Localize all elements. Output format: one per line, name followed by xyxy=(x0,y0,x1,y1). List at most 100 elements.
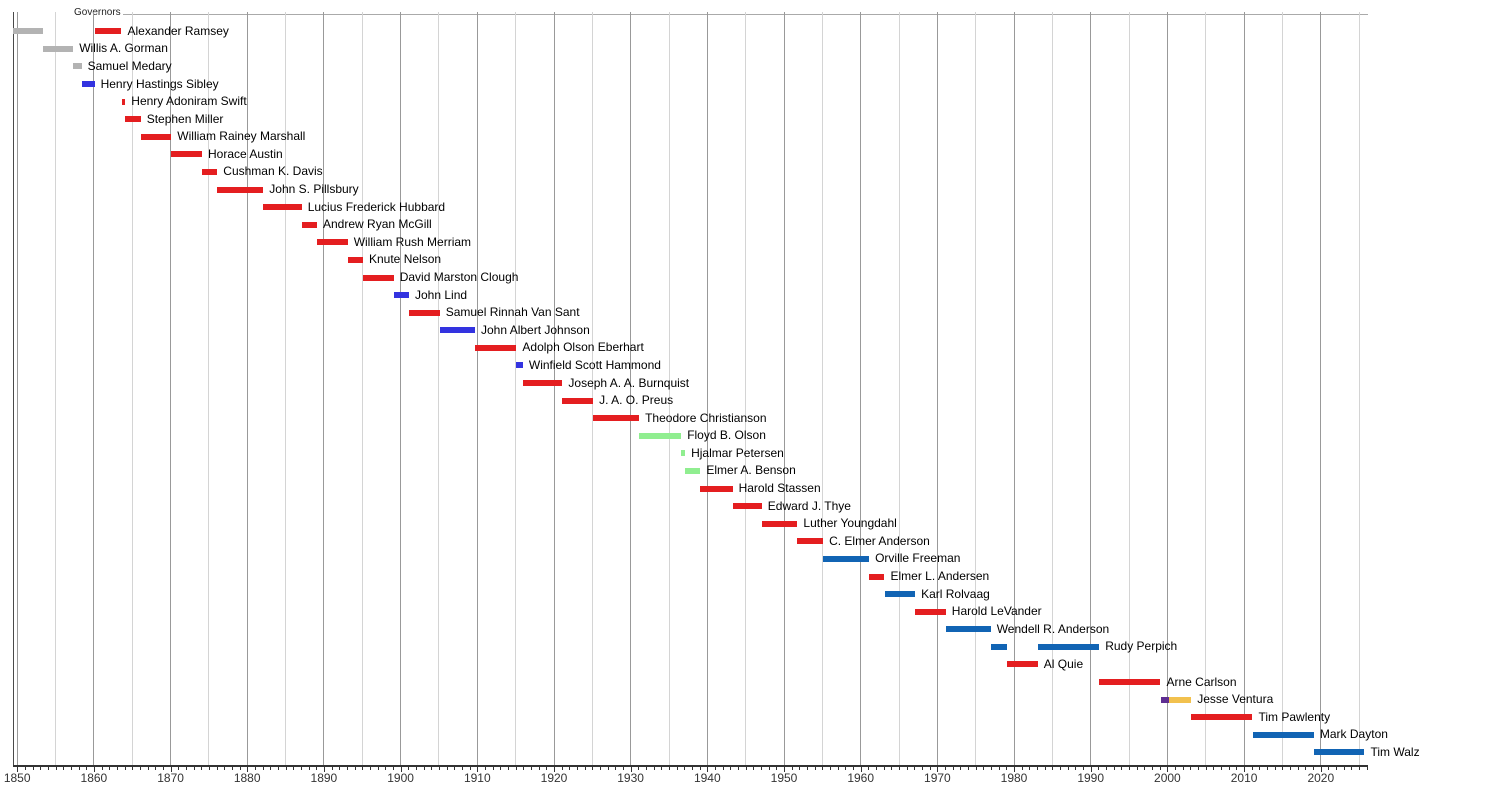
axis-tick xyxy=(454,767,456,770)
governor-label: J. A. O. Preus xyxy=(599,393,674,408)
axis-tick xyxy=(1159,767,1161,770)
axis-tick xyxy=(876,767,877,770)
axis-tick xyxy=(1029,767,1031,770)
axis-tick xyxy=(784,767,785,772)
axis-tick xyxy=(1098,767,1100,770)
axis-tick xyxy=(661,767,663,770)
term-bar-territorial xyxy=(42,45,74,52)
axis-tick xyxy=(707,767,709,772)
axis-tick xyxy=(1313,767,1315,770)
governor-label: Al Quie xyxy=(1043,656,1084,671)
axis-tick xyxy=(814,767,816,770)
governor-label: William Rush Merriam xyxy=(353,234,472,249)
axis-tick xyxy=(1052,767,1054,770)
term-bar-republican xyxy=(263,204,302,211)
axis-tick xyxy=(929,767,931,770)
term-bar-democratic xyxy=(439,327,475,334)
axis-year-label: 1930 xyxy=(617,771,644,785)
axis-tick xyxy=(768,767,770,770)
axis-tick xyxy=(1083,767,1085,770)
gridline-5yr xyxy=(515,12,517,765)
term-bar-republican xyxy=(700,485,733,492)
axis-tick xyxy=(124,767,126,770)
axis-tick xyxy=(193,767,195,770)
axis-tick xyxy=(78,767,80,770)
axis-tick xyxy=(791,767,793,770)
term-bar-republican xyxy=(125,116,141,123)
term-bar-republican xyxy=(732,503,762,510)
axis-year-label: 2000 xyxy=(1154,771,1181,785)
governor-label: Orville Freeman xyxy=(875,551,961,566)
term-bar-republican xyxy=(761,520,798,527)
axis-tick xyxy=(600,767,601,770)
governor-label: Floyd B. Olson xyxy=(687,428,766,443)
governor-label: Elmer A. Benson xyxy=(706,463,796,478)
axis-tick xyxy=(630,767,632,772)
axis-tick xyxy=(853,767,854,770)
axis-tick xyxy=(277,767,279,770)
axis-tick xyxy=(1290,767,1292,770)
governor-label: Tim Pawlenty xyxy=(1258,709,1331,724)
axis-tick xyxy=(845,767,847,770)
gridline-5yr xyxy=(131,12,133,765)
axis-tick xyxy=(730,767,732,770)
axis-tick xyxy=(607,767,609,770)
axis-tick xyxy=(799,767,801,770)
chart-title: Governors xyxy=(74,7,121,18)
term-bar-republican xyxy=(522,380,563,386)
term-bar-farmer-labor xyxy=(685,467,701,474)
axis-tick xyxy=(883,767,885,770)
governor-label: Samuel Medary xyxy=(87,58,172,73)
term-bar-democratic xyxy=(393,292,409,299)
term-bar-reform xyxy=(1160,696,1169,703)
axis-tick xyxy=(224,767,226,770)
axis-year-label: 1960 xyxy=(847,771,875,785)
governor-label: C. Elmer Anderson xyxy=(829,533,930,548)
axis-tick xyxy=(646,767,647,770)
term-bar-republican xyxy=(409,309,440,316)
axis-tick xyxy=(331,767,333,770)
axis-tick xyxy=(231,767,233,770)
axis-tick xyxy=(699,767,701,770)
term-bar-dfl xyxy=(1313,749,1365,756)
governor-label: Henry Adoniram Swift xyxy=(131,94,247,109)
axis-tick xyxy=(132,767,134,770)
axis-year-label: 1940 xyxy=(693,771,721,785)
governor-label: Arne Carlson xyxy=(1166,674,1237,689)
axis-tick xyxy=(692,767,693,770)
axis-tick xyxy=(515,767,517,770)
axis-year-label: 2020 xyxy=(1307,771,1335,785)
axis-tick xyxy=(308,767,310,770)
axis-tick xyxy=(492,767,494,770)
axis-tick xyxy=(47,767,49,770)
axis-tick xyxy=(945,767,946,770)
axis-tick xyxy=(722,767,724,770)
axis-tick xyxy=(998,767,1000,770)
axis-tick xyxy=(1228,767,1230,770)
axis-tick xyxy=(1236,767,1238,770)
axis-tick xyxy=(952,767,954,770)
gridline-decade xyxy=(400,12,402,765)
governor-label: Cushman K. Davis xyxy=(223,164,323,179)
axis-tick xyxy=(1144,767,1146,770)
gridline-5yr xyxy=(745,12,747,765)
axis-tick xyxy=(1067,767,1069,770)
axis-tick xyxy=(461,767,463,770)
axis-year-label: 1900 xyxy=(387,771,414,785)
term-bar-farmer-labor xyxy=(639,432,682,439)
axis-tick xyxy=(1221,767,1223,770)
axis-tick xyxy=(983,767,985,770)
gridline-decade xyxy=(1320,12,1322,765)
axis-tick xyxy=(1167,767,1169,772)
governor-label: John Albert Johnson xyxy=(481,322,590,337)
axis-tick xyxy=(423,767,425,770)
gridline-5yr xyxy=(668,12,670,765)
gridline-decade xyxy=(783,12,785,765)
axis-tick xyxy=(400,767,402,772)
governor-label: William Rainey Marshall xyxy=(177,129,306,144)
axis-tick xyxy=(830,767,831,770)
governor-label: Adolph Olson Eberhart xyxy=(522,340,644,355)
axis-tick xyxy=(346,767,348,770)
governor-label: Lucius Frederick Hubbard xyxy=(307,199,446,214)
axis-tick xyxy=(446,767,448,770)
